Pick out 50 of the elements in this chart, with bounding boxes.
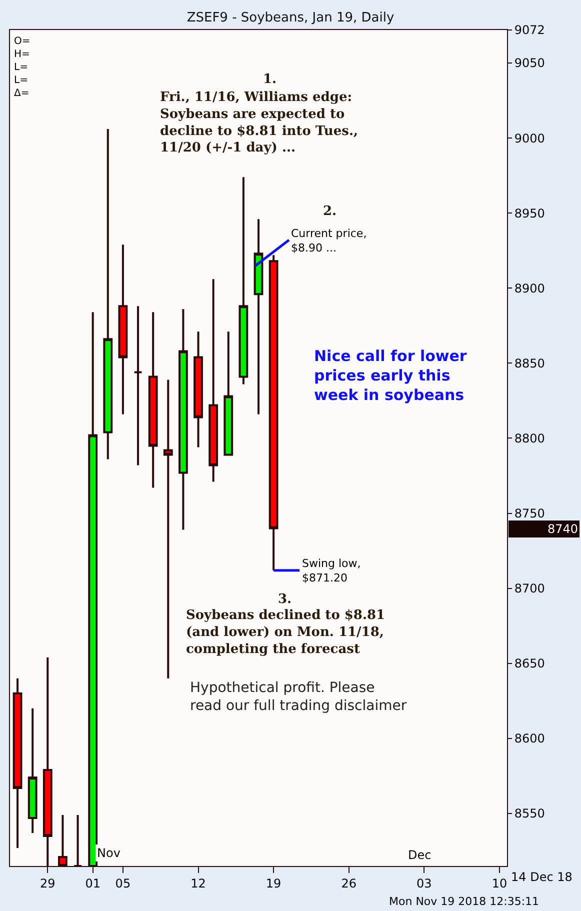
text: Mon Nov 19 2018 12:35:11 [389, 895, 540, 908]
y-tick-label: 8650 [514, 656, 545, 671]
candlestick [178, 308, 188, 531]
y-tick-label: 8550 [514, 806, 545, 821]
candlestick [238, 176, 248, 386]
y-tick-label: 9072 [514, 23, 545, 38]
y-tick-label: 8850 [514, 356, 545, 370]
annotation: 1. [263, 72, 277, 87]
y-tick-label: 8950 [514, 206, 545, 220]
candlestick [133, 305, 143, 466]
x-tick-label: 05 [115, 876, 131, 890]
annotation: Swing low, $871.20 [302, 557, 361, 584]
x-tick-label: 19 [266, 876, 282, 890]
annotation: 3. [278, 592, 292, 607]
x-tick-label: 29 [40, 876, 56, 890]
y-tick-label: 8750 [514, 506, 545, 520]
candlestick [224, 330, 234, 456]
x-tick-label: 26 [341, 876, 356, 890]
annotation: Hypothetical profit. Please read our full trading disclaimer [190, 680, 407, 714]
candlestick [208, 278, 218, 483]
annotation: Nov [97, 846, 120, 860]
annotation: Nice call for lower prices early this week in soybeans [314, 347, 468, 404]
text: 14 Dec 18 [511, 870, 572, 884]
y-tick-label: 8600 [514, 732, 545, 746]
annotation: 2. [323, 204, 337, 219]
annotation: Soybeans declined to $8.81 (and lower) on Mon. 11/18, completing the forecast [186, 608, 386, 657]
y-tick-label: 9000 [514, 131, 545, 146]
annotation: Fri., 11/16, Williams edge: Soybeans are expected to decline to $8.81 into Tues., 11/20 (+/-1 day) ... [160, 90, 358, 156]
candlestick [148, 311, 158, 489]
x-tick-label: 01 [85, 876, 100, 890]
candlestick [118, 244, 128, 416]
annotation: O= H= L= L= Δ= [14, 36, 30, 99]
annotation: Dec [408, 848, 432, 862]
annotation: Current price, $8.90 ... [291, 227, 367, 254]
candlestick [12, 677, 22, 849]
candlestick [254, 218, 264, 416]
y-tick-label: 8700 [514, 582, 545, 596]
y-tick-label: 8900 [514, 281, 545, 296]
x-tick-label: 12 [190, 876, 206, 890]
chart-title: ZSEF9 - Soybeans, Jan 19, Daily [186, 10, 394, 26]
candlestick [194, 330, 203, 448]
y-tick-label: 8800 [514, 431, 545, 446]
y-tick-label: 9050 [514, 56, 545, 70]
candlestick [28, 707, 38, 834]
candlestick [103, 128, 113, 460]
x-tick-label: 10 [492, 876, 508, 890]
x-tick-label: 03 [416, 876, 432, 890]
text: 8740 [547, 522, 578, 536]
candlestick [163, 378, 173, 680]
candlestick [268, 254, 278, 572]
